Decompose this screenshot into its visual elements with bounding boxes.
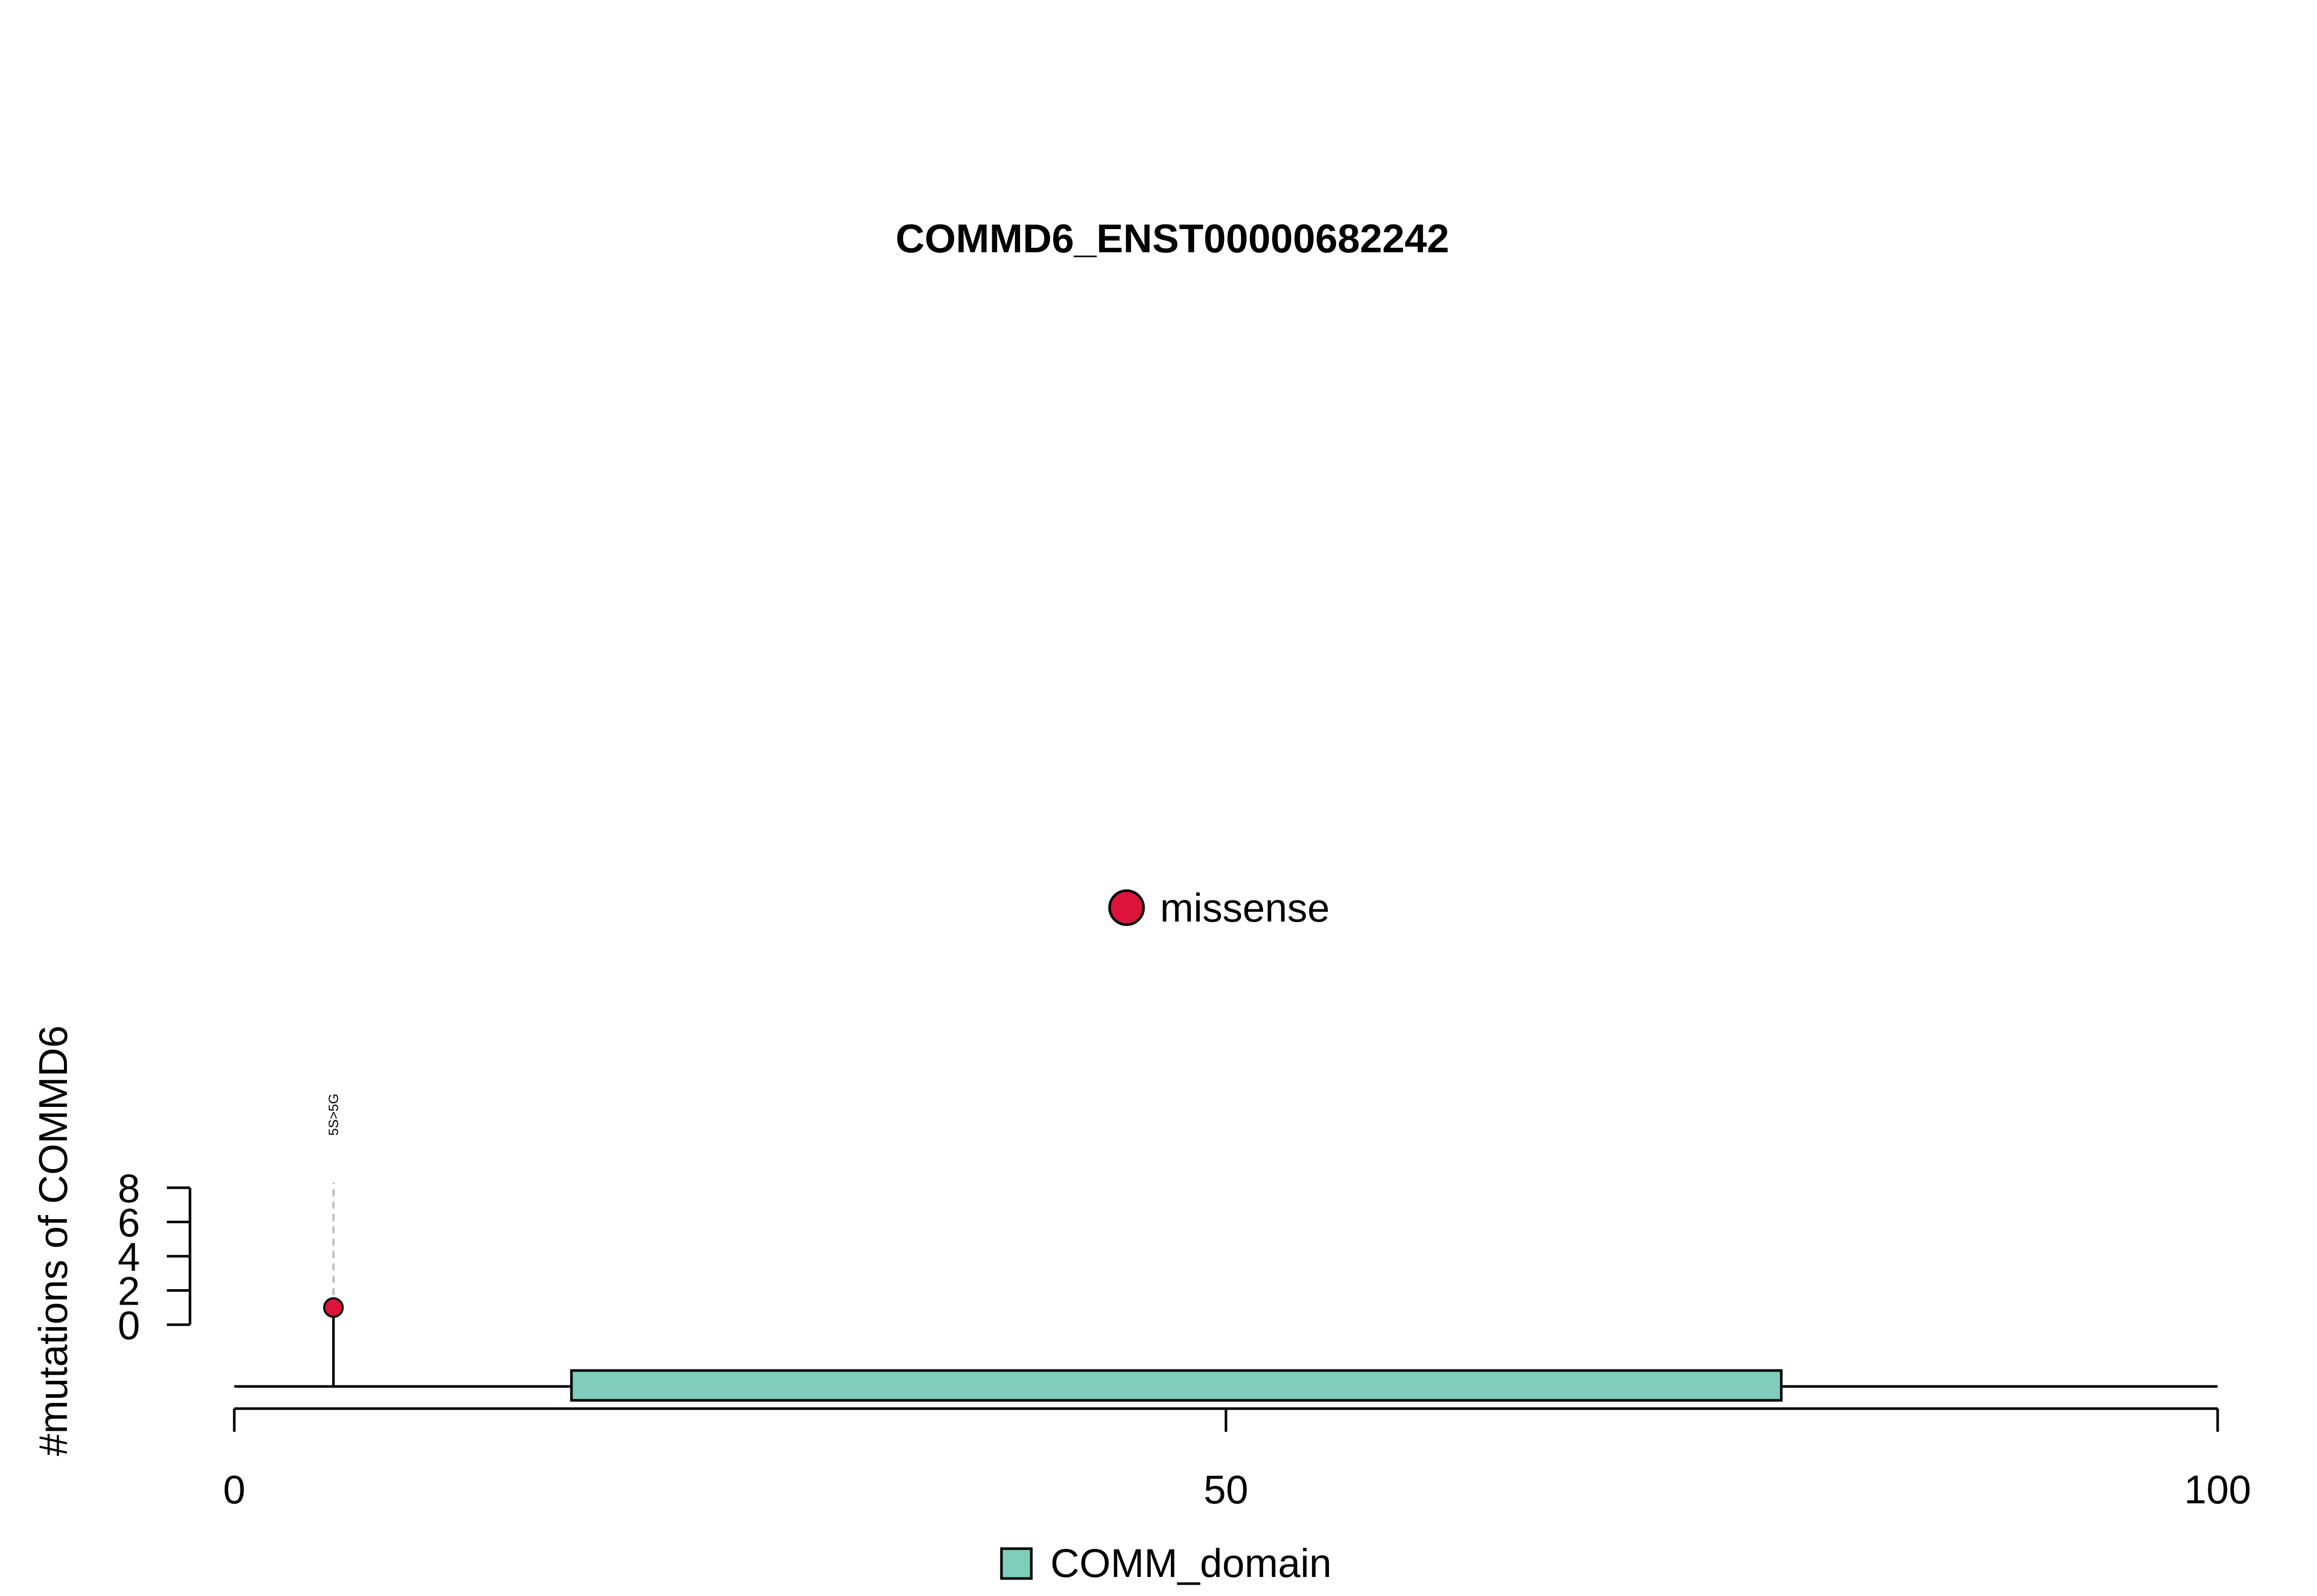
mutation-point	[324, 1298, 343, 1317]
x-tick-label: 100	[2184, 1467, 2251, 1512]
legend-domain-label: COMM_domain	[1050, 1540, 1332, 1586]
y-tick-label: 8	[118, 1166, 140, 1211]
legend-missense-label: missense	[1160, 885, 1329, 930]
mutation-label: 5S>5G	[326, 1094, 341, 1136]
domain-comm-domain	[572, 1371, 1782, 1400]
legend-missense-marker	[1110, 891, 1144, 925]
y-axis-label: #mutations of COMMD6	[30, 1026, 76, 1456]
chart-title: COMMD6_ENST00000682242	[895, 216, 1449, 261]
legend-domain-swatch	[1001, 1549, 1031, 1578]
x-tick-label: 50	[1204, 1467, 1249, 1512]
x-tick-label: 0	[223, 1467, 245, 1512]
